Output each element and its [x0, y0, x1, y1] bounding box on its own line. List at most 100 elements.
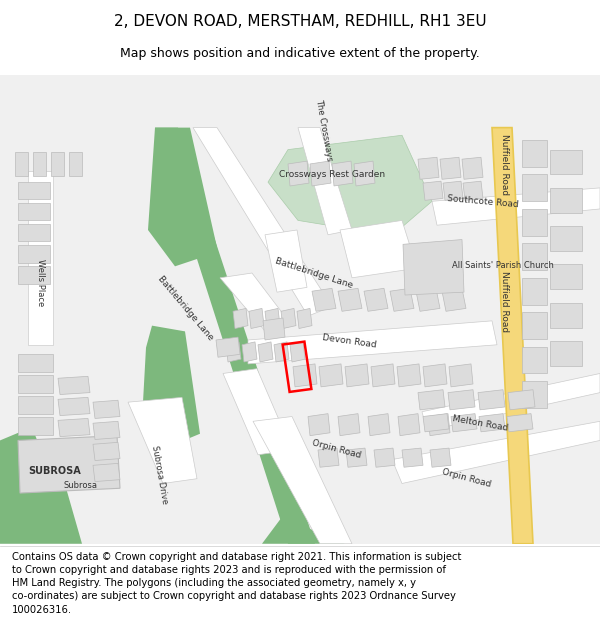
Polygon shape: [462, 158, 483, 179]
Polygon shape: [93, 463, 120, 482]
Polygon shape: [368, 414, 390, 436]
Polygon shape: [318, 448, 339, 468]
Polygon shape: [18, 396, 53, 414]
Polygon shape: [288, 161, 309, 186]
Polygon shape: [522, 243, 547, 270]
Polygon shape: [258, 342, 273, 362]
Polygon shape: [522, 209, 547, 236]
Polygon shape: [443, 181, 463, 201]
Text: The Crossways: The Crossways: [314, 99, 334, 162]
Polygon shape: [93, 400, 120, 418]
Polygon shape: [522, 312, 547, 339]
Polygon shape: [69, 151, 82, 176]
Bar: [283, 342, 311, 392]
Text: Nuffield Road: Nuffield Road: [500, 271, 509, 332]
Polygon shape: [418, 390, 445, 410]
Text: Battlebridge Lane: Battlebridge Lane: [274, 257, 355, 291]
Polygon shape: [374, 448, 395, 468]
Polygon shape: [371, 364, 395, 387]
Text: Devon Road: Devon Road: [322, 333, 377, 349]
Polygon shape: [262, 517, 345, 544]
Text: 2, DEVON ROAD, MERSTHAM, REDHILL, RH1 3EU: 2, DEVON ROAD, MERSTHAM, REDHILL, RH1 3E…: [113, 14, 487, 29]
Polygon shape: [522, 381, 547, 408]
Text: Orpin Road: Orpin Road: [311, 439, 362, 460]
Polygon shape: [397, 364, 421, 387]
Polygon shape: [274, 342, 289, 362]
Polygon shape: [345, 364, 369, 387]
Polygon shape: [346, 448, 367, 468]
Polygon shape: [364, 288, 388, 311]
Polygon shape: [550, 226, 582, 251]
Polygon shape: [93, 421, 120, 439]
Polygon shape: [298, 127, 352, 235]
Polygon shape: [428, 414, 450, 436]
Polygon shape: [253, 416, 352, 544]
Polygon shape: [332, 161, 353, 186]
Polygon shape: [143, 326, 200, 446]
Polygon shape: [418, 158, 439, 179]
Polygon shape: [249, 308, 264, 329]
Polygon shape: [290, 342, 305, 362]
Polygon shape: [268, 135, 432, 236]
Polygon shape: [550, 149, 582, 174]
Polygon shape: [430, 448, 451, 468]
Polygon shape: [423, 181, 443, 201]
Text: Melton Road: Melton Road: [452, 414, 509, 433]
Polygon shape: [451, 414, 477, 432]
Polygon shape: [390, 288, 414, 311]
Polygon shape: [18, 182, 50, 199]
Polygon shape: [522, 347, 547, 374]
Polygon shape: [58, 398, 90, 416]
Polygon shape: [33, 151, 46, 176]
Polygon shape: [18, 224, 50, 241]
Polygon shape: [220, 273, 292, 333]
Text: Wells Place: Wells Place: [36, 259, 45, 306]
Polygon shape: [15, 151, 28, 176]
Polygon shape: [18, 245, 50, 262]
Polygon shape: [550, 264, 582, 289]
Polygon shape: [338, 414, 360, 436]
Text: Southcote Road: Southcote Road: [447, 194, 519, 209]
Polygon shape: [338, 288, 362, 311]
Polygon shape: [507, 414, 533, 432]
Polygon shape: [242, 342, 257, 362]
Polygon shape: [216, 337, 240, 357]
Text: Crossways Rest Garden: Crossways Rest Garden: [279, 171, 385, 179]
Text: Contains OS data © Crown copyright and database right 2021. This information is : Contains OS data © Crown copyright and d…: [12, 552, 461, 614]
Polygon shape: [265, 230, 307, 292]
Polygon shape: [308, 414, 330, 436]
Polygon shape: [58, 418, 90, 437]
Polygon shape: [18, 354, 53, 371]
Polygon shape: [449, 364, 473, 387]
Polygon shape: [478, 390, 505, 410]
Polygon shape: [403, 239, 464, 295]
Polygon shape: [148, 127, 218, 266]
Polygon shape: [432, 188, 600, 225]
Polygon shape: [51, 151, 64, 176]
Text: SUBROSA: SUBROSA: [28, 466, 81, 476]
Polygon shape: [550, 341, 582, 366]
Polygon shape: [297, 308, 312, 329]
Polygon shape: [18, 376, 53, 392]
Polygon shape: [193, 127, 332, 316]
Polygon shape: [281, 308, 296, 329]
Polygon shape: [18, 436, 120, 493]
Polygon shape: [448, 390, 475, 410]
Text: Battlebridge Lane: Battlebridge Lane: [157, 274, 215, 342]
Polygon shape: [223, 369, 292, 455]
Polygon shape: [293, 364, 317, 387]
Polygon shape: [479, 414, 505, 432]
Polygon shape: [0, 427, 52, 488]
Polygon shape: [263, 318, 285, 340]
Polygon shape: [0, 75, 600, 544]
Polygon shape: [398, 414, 420, 436]
Polygon shape: [550, 302, 582, 328]
Polygon shape: [340, 221, 417, 278]
Polygon shape: [18, 203, 50, 221]
Polygon shape: [522, 174, 547, 201]
Polygon shape: [492, 127, 533, 544]
Polygon shape: [18, 418, 53, 435]
Polygon shape: [128, 398, 197, 484]
Polygon shape: [550, 188, 582, 213]
Polygon shape: [312, 288, 336, 311]
